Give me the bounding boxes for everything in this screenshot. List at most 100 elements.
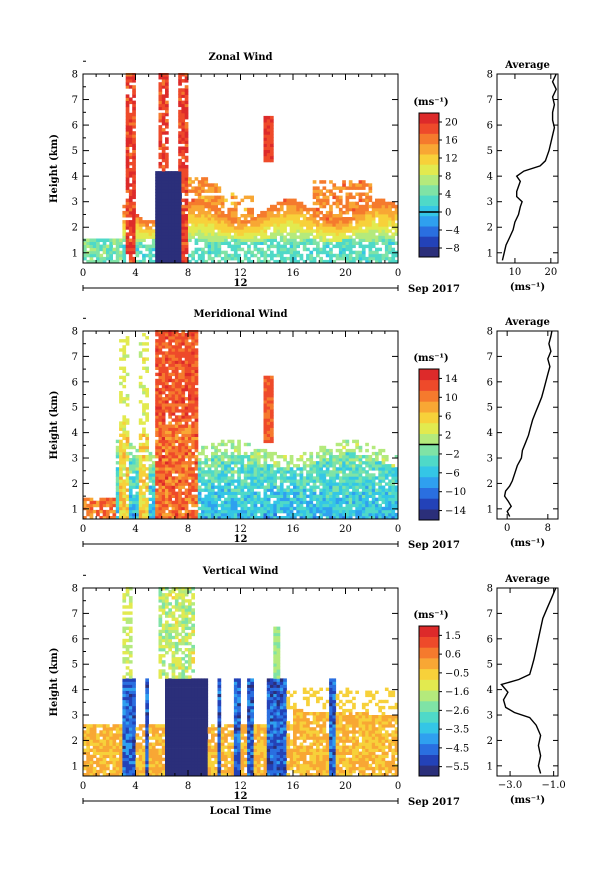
profile-line <box>501 73 557 261</box>
ytick-label: 1 <box>72 504 78 515</box>
profile-ytick-label: 2 <box>487 479 493 490</box>
ytick-label: 5 <box>72 660 78 671</box>
xtick-label: 8 <box>185 781 191 792</box>
ytick-label: 3 <box>72 454 78 465</box>
colorbar-tick-label: −2 <box>445 449 460 460</box>
profile-ytick-label: 4 <box>487 172 493 183</box>
heatmap-cells <box>83 587 399 777</box>
profile-ytick-label: 3 <box>487 454 493 465</box>
profile-title: Average <box>504 317 550 328</box>
ytick-label: 2 <box>72 736 78 747</box>
profile-ytick-label: 3 <box>487 711 493 722</box>
profile-title: Average <box>504 574 550 585</box>
xtick-label: 16 <box>287 781 300 792</box>
ytick-label: 6 <box>72 377 78 388</box>
colorbar-tick-label: −6 <box>445 468 460 479</box>
profile-ytick-label: 1 <box>487 248 493 259</box>
profile-frame <box>496 73 559 264</box>
ytick-label: 3 <box>72 197 78 208</box>
colorbar: (ms⁻¹) 20 16 12 8 4 0 −4 −8 <box>413 97 460 258</box>
ytick-label: 4 <box>72 685 78 696</box>
colorbar-tick-label: −10 <box>445 487 466 498</box>
ytick-label: 8 <box>72 70 78 81</box>
panel-title: Vertical Wind <box>202 566 279 577</box>
colorbar-tick-label: −2.6 <box>445 706 469 717</box>
colorbar-tick-label: 0 <box>445 208 451 219</box>
xtick-label: 20 <box>339 524 352 535</box>
xtick-label: 4 <box>132 524 138 535</box>
ytick-label: 8 <box>72 584 78 595</box>
ytick-label: 4 <box>72 428 78 439</box>
colorbar-tick-label: 8 <box>445 172 451 183</box>
ytick-label: 2 <box>72 479 78 490</box>
colorbar-unit: (ms⁻¹) <box>413 353 448 364</box>
average-profile: Average 1 2 3 4 5 6 7 8 10 20 (ms⁻¹) <box>487 60 559 293</box>
average-profile: Average 1 2 3 4 5 6 7 8 −3.0 −1.0 (ms⁻¹) <box>487 574 566 806</box>
colorbar-tick-label: 4 <box>445 190 451 201</box>
day-label: 12 <box>234 791 248 802</box>
colorbar: (ms⁻¹) 14 10 6 2 −2 −6 −10 −14 <box>413 353 466 521</box>
day-label: 12 <box>234 278 248 289</box>
profile-ytick-label: 1 <box>487 761 493 772</box>
profile-frame <box>496 587 559 777</box>
profile-ytick-label: 4 <box>487 685 493 696</box>
x-axis-label: Local Time <box>210 806 272 817</box>
ytick-label: 1 <box>72 248 78 259</box>
profile-ytick-label: 2 <box>487 223 493 234</box>
profile-ytick-label: 2 <box>487 736 493 747</box>
profile-xtick-label: 20 <box>544 267 557 278</box>
colorbar-tick-label: 0.6 <box>445 650 461 661</box>
ytick-label: 3 <box>72 711 78 722</box>
xtick-label: 0 <box>395 268 401 279</box>
profile-xtick-label: 0 <box>504 523 510 534</box>
xtick-label: 20 <box>339 268 352 279</box>
xtick-label: 0 <box>80 268 86 279</box>
profile-ytick-label: 5 <box>487 403 493 414</box>
xtick-label: 4 <box>132 268 138 279</box>
profile-xlabel: (ms⁻¹) <box>510 795 545 806</box>
ytick-label: 5 <box>72 403 78 414</box>
xtick-label: 8 <box>185 268 191 279</box>
colorbar-tick-label: −4.5 <box>445 743 469 754</box>
profile-ytick-label: 6 <box>487 121 493 132</box>
profile-ytick-label: 7 <box>487 609 493 620</box>
heatmap-cells <box>83 73 399 264</box>
colorbar-tick-label: −0.5 <box>445 668 469 679</box>
profile-xlabel: (ms⁻¹) <box>510 282 545 293</box>
xtick-label: 4 <box>132 781 138 792</box>
colorbar-tick-label: 1.5 <box>445 631 461 642</box>
profile-xtick-label: −1.0 <box>541 780 565 791</box>
profile-xtick-label: −3.0 <box>498 780 522 791</box>
date-label: Sep 2017 <box>408 540 460 551</box>
profile-frame <box>496 330 559 520</box>
colorbar-frame <box>418 625 440 777</box>
colorbar-tick-label: 20 <box>445 118 458 129</box>
profile-title: Average <box>504 60 550 71</box>
profile-ytick-label: 8 <box>487 584 493 595</box>
profile-ytick-label: 7 <box>487 95 493 106</box>
xtick-label: 20 <box>339 781 352 792</box>
colorbar-tick-label: 6 <box>445 412 451 423</box>
xtick-label: 16 <box>287 524 300 535</box>
profile-ytick-label: 7 <box>487 352 493 363</box>
xtick-label: 0 <box>80 524 86 535</box>
xtick-label: 8 <box>185 524 191 535</box>
colorbar: (ms⁻¹) 1.5 0.6 −0.5 −1.6 −2.6 −3.5 −4.5 −5.5 <box>413 610 469 777</box>
ytick-label: 4 <box>72 172 78 183</box>
ytick-label: 8 <box>72 327 78 338</box>
colorbar-tick-label: 12 <box>445 154 458 165</box>
ytick-label: 5 <box>72 146 78 157</box>
colorbar-tick-label: 2 <box>445 431 451 442</box>
panel-title: Meridional Wind <box>193 309 287 320</box>
profile-ytick-label: 3 <box>487 197 493 208</box>
colorbar-tick-label: 10 <box>445 393 458 404</box>
xtick-label: 12 <box>234 268 247 279</box>
profile-line <box>503 330 553 517</box>
xtick-label: 16 <box>287 268 300 279</box>
y-axis-label: Height (km) <box>49 391 60 460</box>
profile-ytick-label: 6 <box>487 634 493 645</box>
